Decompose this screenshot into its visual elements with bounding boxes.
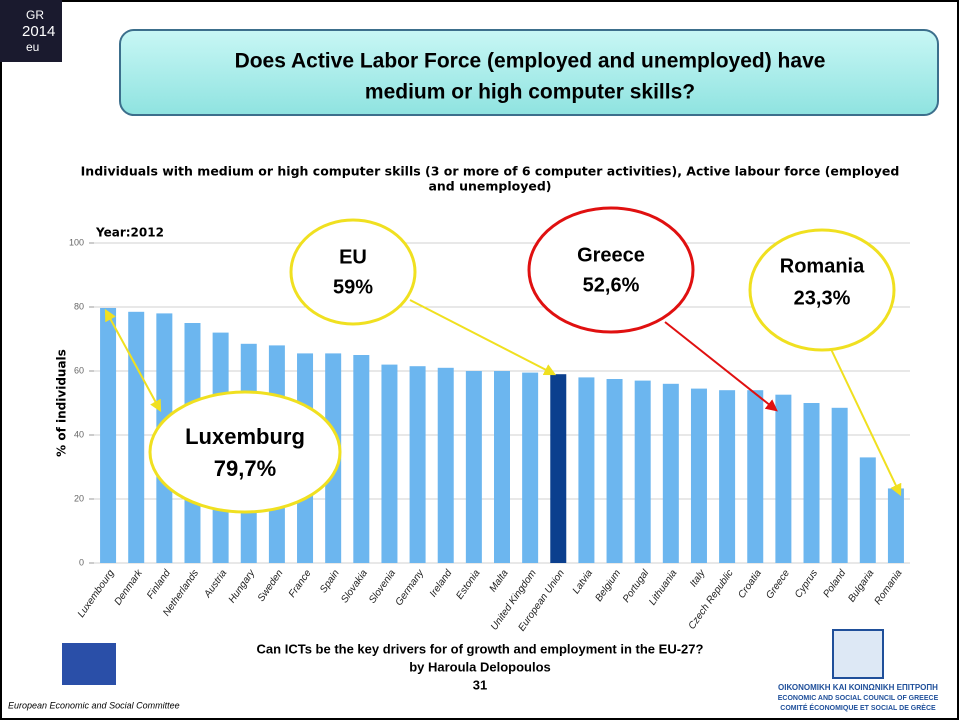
- callout-value: 59%: [333, 276, 373, 298]
- bar: [887, 488, 904, 563]
- y-axis-label: % of individuals: [55, 349, 69, 457]
- callouts: EU 59% Greece 52,6% Romania 23,3% Luxemb…: [104, 206, 902, 514]
- chart-title: Individuals with medium or high computer…: [81, 164, 900, 179]
- callout-value: 79,7%: [214, 456, 276, 481]
- arrow: [664, 321, 778, 412]
- footer-text: Can ICTs be the key drivers for of growt…: [257, 641, 704, 656]
- logo-box: [0, 0, 62, 62]
- bar: [606, 379, 623, 563]
- y-tick-label: 20: [74, 493, 84, 503]
- bar: [550, 374, 567, 563]
- chart-subtitle: Year:2012: [95, 226, 164, 240]
- bar: [747, 390, 764, 563]
- arrow: [409, 299, 557, 376]
- oke-caption: COMITÉ ÉCONOMIQUE ET SOCIAL DE GRÈCE: [780, 703, 936, 712]
- logo-text: eu: [26, 40, 39, 54]
- bar: [634, 380, 651, 563]
- bar: [859, 457, 876, 563]
- logo-text: 2014: [22, 23, 55, 40]
- footer-text: by Haroula Delopoulos: [409, 659, 551, 674]
- callout-name: Romania: [780, 255, 865, 277]
- callout-value: 52,6%: [583, 274, 640, 296]
- bar: [494, 371, 510, 563]
- y-tick-label: 60: [74, 365, 84, 375]
- callout-name: Greece: [577, 244, 645, 266]
- bar: [662, 383, 679, 563]
- bar: [719, 390, 736, 563]
- bar: [831, 407, 848, 563]
- bar: [690, 388, 707, 563]
- callout-name: Luxemburg: [185, 424, 305, 449]
- title-box: [119, 29, 939, 116]
- bar: [128, 311, 145, 563]
- bar: [803, 403, 820, 563]
- bar: [775, 394, 792, 563]
- callout: [148, 390, 342, 514]
- callout: [289, 218, 417, 326]
- arrow: [104, 308, 162, 413]
- oke-caption: ΟΙΚΟΝΟΜΙΚΗ ΚΑΙ ΚΟΙΝΩΝΙΚΗ ΕΠΙΤΡΟΠΗ: [778, 683, 938, 692]
- page-number: 31: [473, 677, 487, 692]
- oke-caption: ECONOMIC AND SOCIAL COUNCIL OF GREECE: [778, 695, 939, 702]
- y-tick-label: 40: [74, 429, 84, 439]
- bar: [522, 372, 539, 563]
- callout: [748, 228, 896, 352]
- y-tick-label: 0: [79, 557, 84, 567]
- bar: [381, 364, 398, 563]
- bar: [409, 366, 426, 563]
- logo-text: GR: [26, 8, 44, 22]
- bar: [353, 355, 370, 563]
- slide-title: medium or high computer skills?: [365, 81, 695, 104]
- callout: [527, 206, 695, 334]
- eesc-caption: European Economic and Social Committee: [8, 700, 180, 710]
- chart-title: and unemployed): [428, 179, 551, 194]
- callout-value: 23,3%: [794, 287, 851, 309]
- oke-logo: [832, 629, 884, 679]
- y-tick-label: 100: [69, 237, 84, 247]
- bar: [100, 307, 117, 563]
- bar: [465, 371, 482, 563]
- eesc-logo: [62, 643, 116, 685]
- callout-name: EU: [339, 246, 367, 268]
- bar: [578, 377, 595, 563]
- y-tick-label: 80: [74, 301, 84, 311]
- bar: [437, 367, 454, 563]
- slide-title: Does Active Labor Force (employed and un…: [235, 50, 826, 73]
- arrow: [829, 346, 902, 497]
